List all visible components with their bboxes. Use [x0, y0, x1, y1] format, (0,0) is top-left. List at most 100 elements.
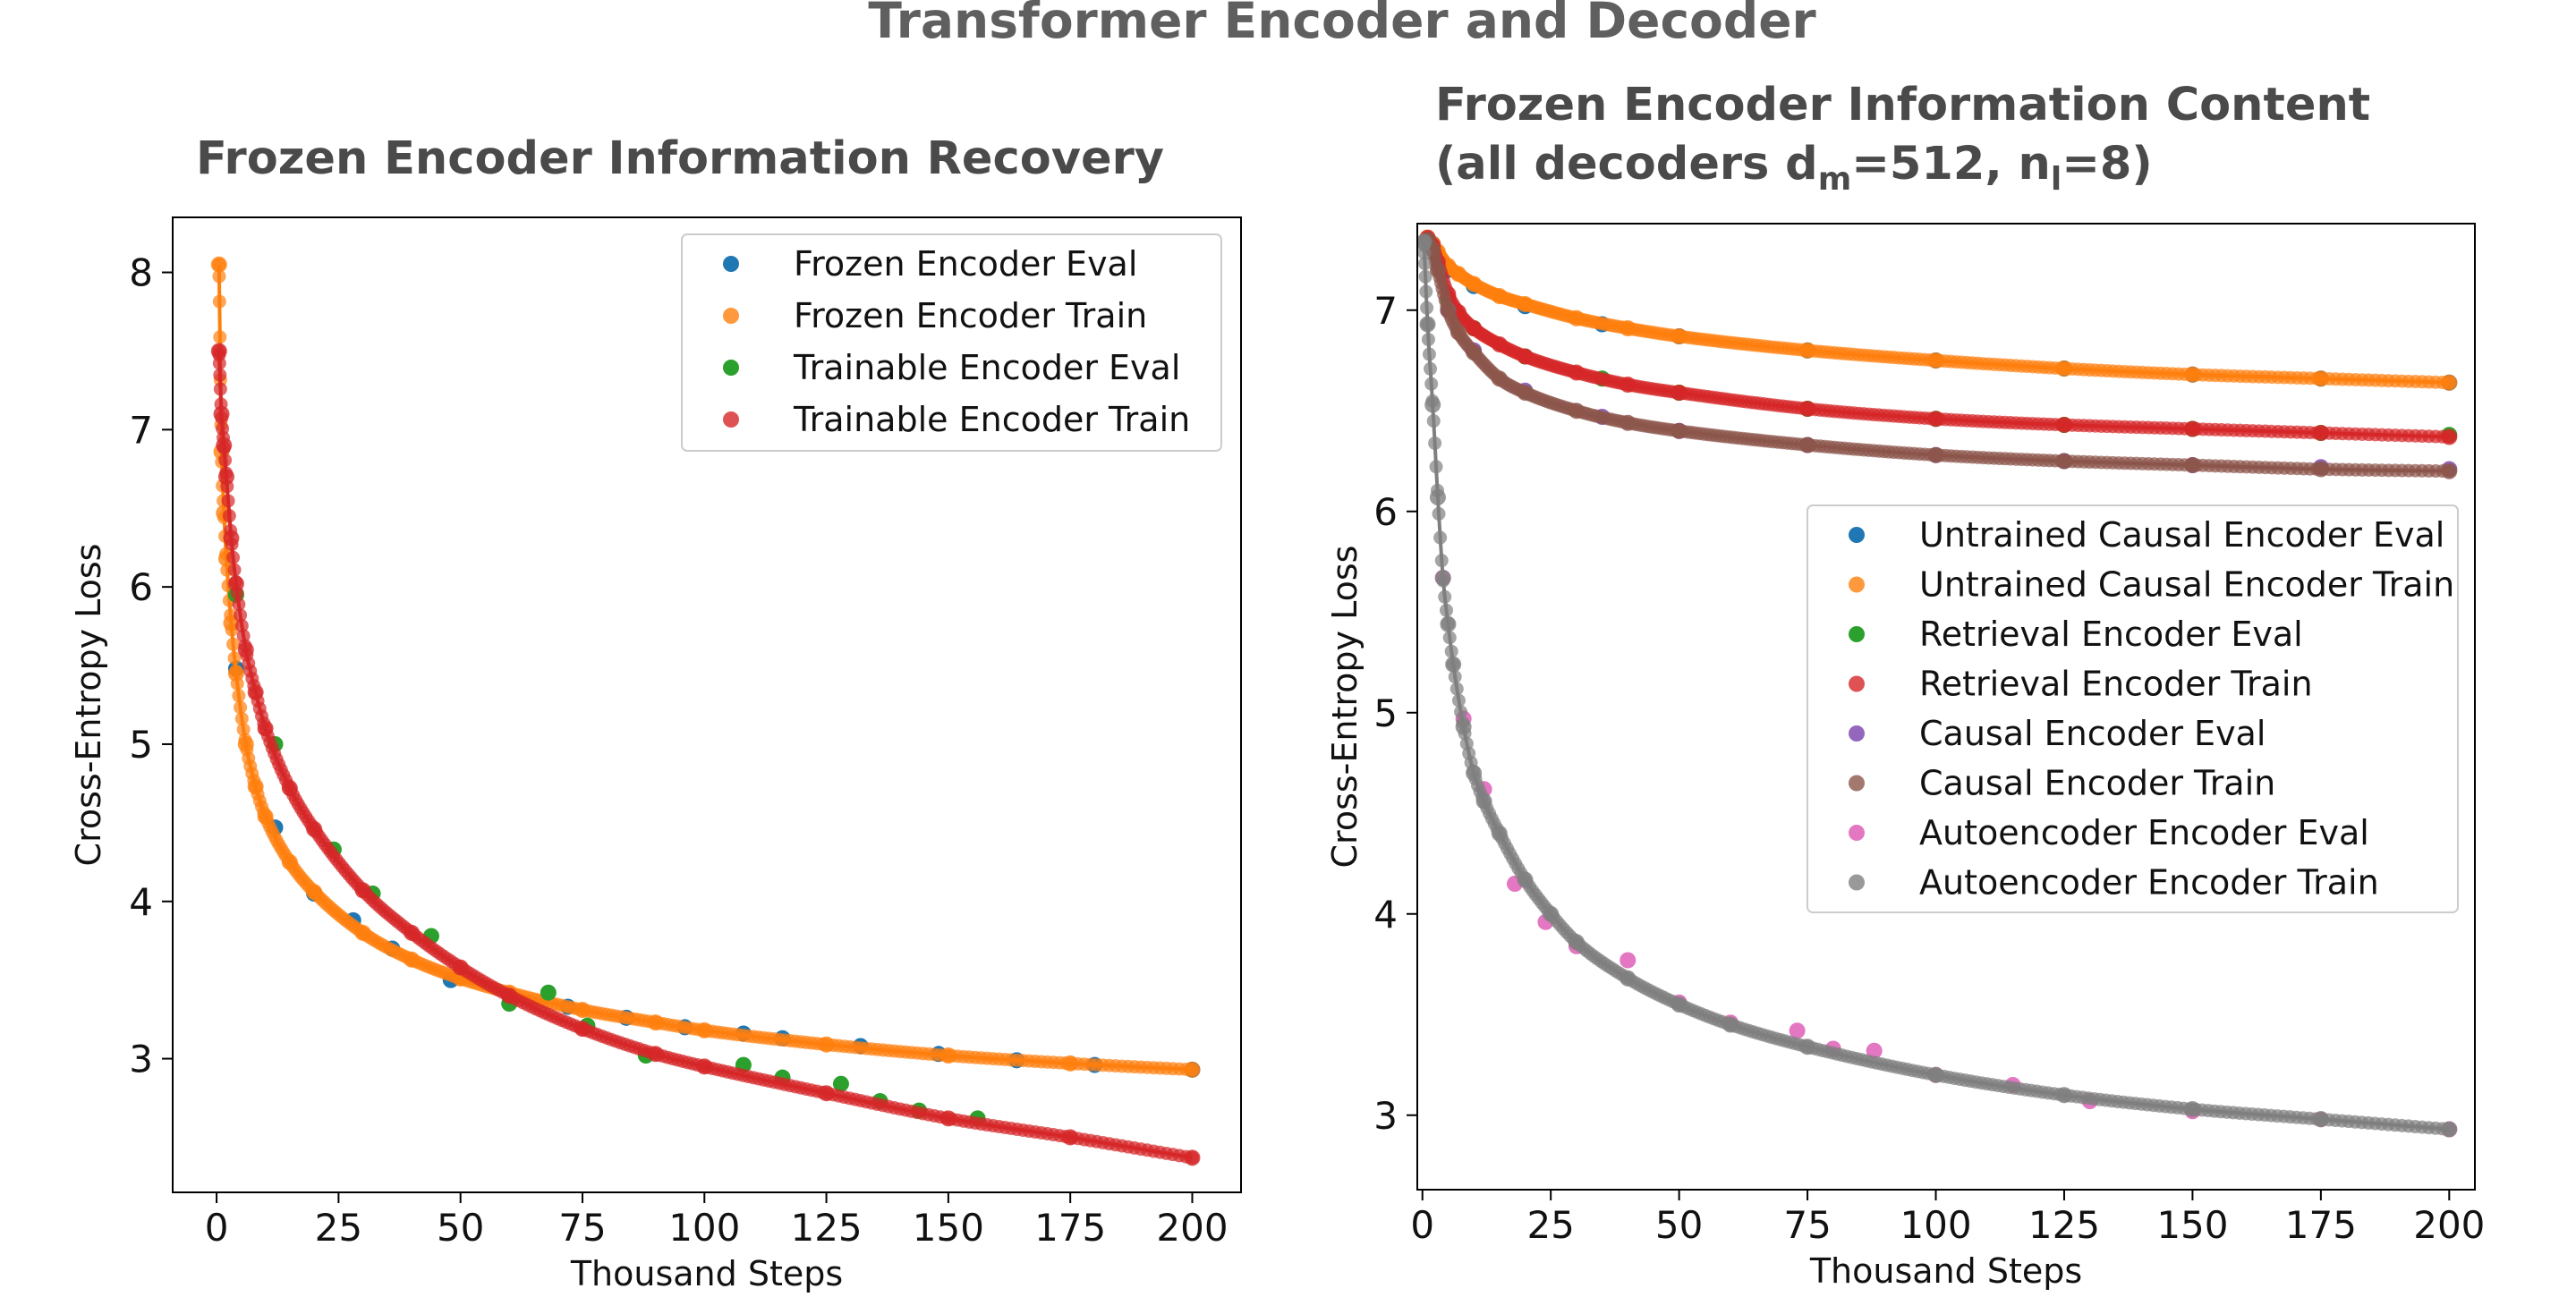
x-tick-label: 50 [437, 1206, 484, 1250]
plot-area [1417, 229, 2458, 1138]
data-point [1568, 403, 1585, 420]
legend-entry: Retrieval Encoder Train [1919, 665, 2313, 704]
legend-entry: Autoencoder Encoder Eval [1919, 813, 2369, 852]
data-point [247, 683, 264, 700]
legend-marker [1849, 775, 1865, 792]
x-tick-label: 75 [558, 1206, 606, 1250]
y-tick-label: 6 [1373, 490, 1398, 534]
data-point [818, 1036, 835, 1053]
y-tick-label: 7 [1373, 289, 1398, 333]
texture-marker [234, 608, 248, 623]
texture-marker [1429, 460, 1443, 474]
series-frozen-encoder-train [210, 256, 1201, 1078]
texture-marker [232, 598, 246, 612]
data-point [2441, 374, 2458, 391]
texture-marker [234, 711, 249, 725]
x-axis-label: Thousand Steps [1809, 1251, 2082, 1291]
data-point [1466, 320, 1483, 336]
chart-title: Frozen Encoder Information Recovery [196, 132, 1164, 185]
texture-marker [226, 550, 241, 564]
data-point [213, 405, 230, 422]
y-tick-label: 8 [129, 251, 153, 295]
data-point [1434, 570, 1451, 586]
y-axis-label: Cross-Entropy Loss [69, 544, 108, 867]
texture-marker [212, 356, 226, 370]
texture-marker [212, 294, 226, 309]
left-chart-panel: Frozen Encoder Information Recovery 0 25 50… [69, 132, 1242, 1293]
data-point [216, 437, 233, 454]
texture-marker [1419, 284, 1433, 299]
data-point [939, 1110, 956, 1127]
data-point [1475, 793, 1492, 810]
data-point [574, 1021, 591, 1038]
legend-marker [723, 411, 739, 428]
data-point [1671, 422, 1688, 439]
data-point [1799, 1038, 1816, 1055]
data-point [247, 778, 264, 795]
title-segment: =8) [2062, 138, 2153, 191]
figure-suptitle: Transformer Encoder and Decoder [868, 0, 1815, 49]
data-point [2441, 462, 2458, 479]
data-point [404, 951, 421, 968]
data-point [1789, 1022, 1806, 1039]
data-point [2312, 1111, 2329, 1128]
data-point [1517, 296, 1534, 312]
data-point [2312, 425, 2329, 441]
data-point [1062, 1129, 1079, 1146]
data-point [237, 735, 254, 752]
data-point [1543, 905, 1560, 922]
data-point [1671, 328, 1688, 344]
x-tick-label: 25 [315, 1206, 362, 1250]
data-point [1440, 301, 1457, 318]
data-point [647, 1046, 664, 1063]
legend-marker [1849, 527, 1865, 543]
y-tick-label: 6 [129, 565, 153, 609]
texture-marker [1421, 333, 1435, 347]
texture-marker [1442, 631, 1457, 645]
data-point [1517, 871, 1534, 888]
x-tick-label: 100 [668, 1206, 740, 1250]
data-point [1445, 656, 1462, 673]
data-point [1568, 309, 1585, 326]
texture-marker [227, 651, 242, 665]
data-point [1429, 261, 1446, 278]
x-tick-label: 200 [1156, 1206, 1228, 1250]
x-tick-label: 0 [205, 1206, 229, 1250]
axes-frame [172, 216, 1242, 1193]
legend-marker [723, 360, 739, 376]
data-point [2184, 457, 2201, 473]
texture-marker [1454, 705, 1468, 719]
x-tick-label: 50 [1655, 1203, 1703, 1247]
data-point [1455, 718, 1472, 735]
data-point [1450, 266, 1467, 283]
texture-marker [234, 619, 249, 633]
data-point [818, 1085, 835, 1102]
texture-marker [1448, 670, 1462, 684]
data-point [2055, 1087, 2072, 1104]
texture-marker [1420, 301, 1434, 315]
data-point [1440, 615, 1457, 632]
axes-frame [1416, 223, 2476, 1191]
x-tick-label: 125 [790, 1206, 862, 1250]
data-point [1424, 396, 1441, 413]
data-point [1450, 324, 1467, 341]
texture-marker [1433, 530, 1448, 545]
texture-marker [1426, 414, 1441, 428]
data-point [1491, 370, 1508, 387]
x-tick-label: 150 [2156, 1203, 2228, 1247]
x-tick-label: 100 [1900, 1203, 1971, 1247]
legend-entry: Causal Encoder Train [1919, 764, 2275, 803]
series-autoencoder-encoder-train [1417, 233, 2458, 1138]
data-point [1466, 344, 1483, 360]
y-tick-label: 3 [1373, 1094, 1398, 1138]
data-point [1517, 385, 1534, 401]
texture-marker [227, 563, 242, 577]
legend-marker [1849, 874, 1865, 891]
texture-marker [1417, 246, 1432, 260]
data-point [1491, 336, 1508, 352]
data-point [1568, 364, 1585, 381]
texture-marker [226, 637, 241, 651]
data-point [1419, 316, 1436, 333]
x-tick-label: 175 [1034, 1206, 1106, 1250]
